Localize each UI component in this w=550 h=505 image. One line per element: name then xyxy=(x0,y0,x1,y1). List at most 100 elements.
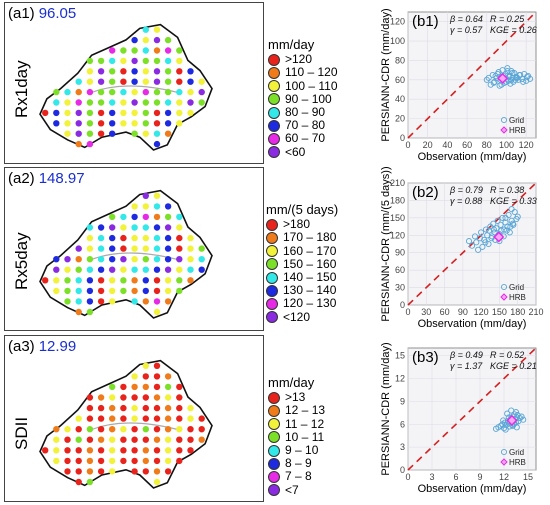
legend-label: 80 – 90 xyxy=(285,104,326,119)
grid-point xyxy=(506,229,513,236)
hrb-point xyxy=(493,231,505,243)
legend-title: mm/(5 days) xyxy=(266,202,339,217)
y-axis-label: PERSIANN-CDR (mm/day) xyxy=(380,8,392,141)
legend-a1: mm/day >120 110 – 120 100 – 110 90 – 100 80 … xyxy=(268,38,338,159)
legend-title: mm/day xyxy=(268,37,315,52)
map-title-a3: (a3) 12.99 xyxy=(8,338,76,355)
legend-item: 140 – 150 xyxy=(266,270,338,284)
grid-point xyxy=(500,417,507,424)
grid-point xyxy=(504,410,511,417)
legend-swatch xyxy=(268,132,280,145)
legend-grid-label: Grid xyxy=(509,283,524,292)
grid-point xyxy=(483,76,490,83)
y-tick-label: 150 xyxy=(390,213,405,223)
stat-label: γ = 1.37 xyxy=(450,361,483,371)
legend-label: 160 – 170 xyxy=(283,243,337,258)
grid-point xyxy=(494,70,501,78)
grid-point xyxy=(520,416,527,423)
grid-point xyxy=(502,214,509,221)
panel-label: (b1) xyxy=(412,13,439,30)
panel-label: (a3) xyxy=(8,338,35,355)
legend-grid-marker xyxy=(500,116,508,124)
y-tick-label: 0 xyxy=(400,133,405,143)
x-tick-label: 40 xyxy=(442,140,452,150)
stat-label: β = 0.49 xyxy=(449,350,483,360)
y-tick-label: 90 xyxy=(395,248,405,258)
y-tick-label: 12 xyxy=(395,374,405,384)
y-axis-label: PERSIANN-CDR (mm/(5 days)) xyxy=(380,166,392,321)
stat-label: KGE = 0.21 xyxy=(490,361,537,371)
basin-mean-value: 148.97 xyxy=(38,170,85,187)
legend-swatch xyxy=(268,391,280,404)
legend-item: 70 – 80 xyxy=(268,118,338,133)
legend-hrb-marker xyxy=(500,293,508,301)
legend-item: 60 – 70 xyxy=(268,132,338,145)
x-axis-label: Observation (mm/day) xyxy=(418,318,527,330)
stat-label: γ = 0.57 xyxy=(450,25,483,35)
legend-hrb-label: HRB xyxy=(509,126,526,135)
legend-label: >120 xyxy=(285,52,313,67)
hrb-point xyxy=(506,414,518,426)
legend-swatch xyxy=(268,484,280,497)
legend-label: 11 – 12 xyxy=(285,416,325,431)
y-tick-label: 20 xyxy=(395,114,405,124)
grid-point xyxy=(508,407,515,414)
grid-point xyxy=(513,424,520,431)
legend-item: 120 – 130 xyxy=(266,297,338,310)
stat-label: R = 0.52 xyxy=(490,350,524,360)
legend-item: 80 – 90 xyxy=(268,104,338,119)
scatter-2: 0 30 60 90 120 150 180 2100306090120150180210(b… xyxy=(380,166,544,330)
legend-hrb-label: HRB xyxy=(509,293,526,302)
legend-label: 130 – 140 xyxy=(283,283,337,298)
grid-point xyxy=(509,70,516,77)
grid-point xyxy=(498,227,505,234)
legend-label: 7 – 8 xyxy=(285,469,312,484)
grid-point xyxy=(508,206,515,213)
grid-point xyxy=(492,72,499,80)
stat-label: KGE = 0.26 xyxy=(490,25,537,35)
grid-point xyxy=(465,238,473,245)
y-tick-label: 210 xyxy=(390,178,405,188)
panel-label: (b2) xyxy=(412,184,439,201)
grid-point xyxy=(513,74,520,81)
legend-item: >120 xyxy=(268,53,338,66)
stat-label: γ = 0.88 xyxy=(450,196,482,206)
legend-label: 8 – 9 xyxy=(285,456,312,471)
grid-point xyxy=(478,229,485,236)
x-tick-label: 60 xyxy=(462,140,472,150)
x-tick-label: 15 xyxy=(523,472,533,482)
legend-swatch xyxy=(268,470,280,483)
legend-swatch xyxy=(268,106,280,119)
scatter-3: 0 3 6 9 12 15 0 3 6 9 12 15 (b3) β = 0.49 R = 0.52 γ = … xyxy=(380,342,537,495)
x-tick-label: 210 xyxy=(528,307,543,317)
y-tick-label: 30 xyxy=(395,283,405,293)
legend-item: >13 xyxy=(268,391,325,404)
y-tick-label: 0 xyxy=(400,465,405,475)
legend-a2: mm/(5 days) >180 170 – 180 160 – 170 150 – … xyxy=(266,203,338,324)
x-tick-label: 100 xyxy=(499,140,514,150)
legend-item: 7 – 8 xyxy=(268,470,325,483)
legend-item: 130 – 140 xyxy=(266,283,338,298)
stat-label: KGE = 0.33 xyxy=(490,196,537,206)
y-tick-label: 15 xyxy=(395,351,405,361)
legend-label: 12 – 13 xyxy=(285,403,326,418)
x-tick-label: 180 xyxy=(510,307,525,317)
legend-item: <7 xyxy=(268,483,325,497)
legend-swatch xyxy=(268,93,280,106)
grid-point xyxy=(482,239,489,246)
legend-swatch xyxy=(266,297,278,310)
x-tick-label: 90 xyxy=(458,307,468,317)
x-tick-label: 6 xyxy=(453,472,458,482)
one-to-one-line xyxy=(407,11,537,139)
grid-point xyxy=(494,217,501,224)
legend-hrb-label: HRB xyxy=(509,458,526,467)
y-tick-label: 0 xyxy=(400,300,405,310)
one-to-one-line xyxy=(407,182,537,306)
x-tick-label: 0 xyxy=(405,307,410,317)
legend-label: 150 – 160 xyxy=(283,256,337,271)
legend-swatch xyxy=(266,311,278,324)
panel-label: (a1) xyxy=(8,5,35,22)
x-tick-label: 80 xyxy=(482,140,492,150)
legend-label: 60 – 70 xyxy=(285,131,326,146)
legend-label: 70 – 80 xyxy=(285,118,326,133)
